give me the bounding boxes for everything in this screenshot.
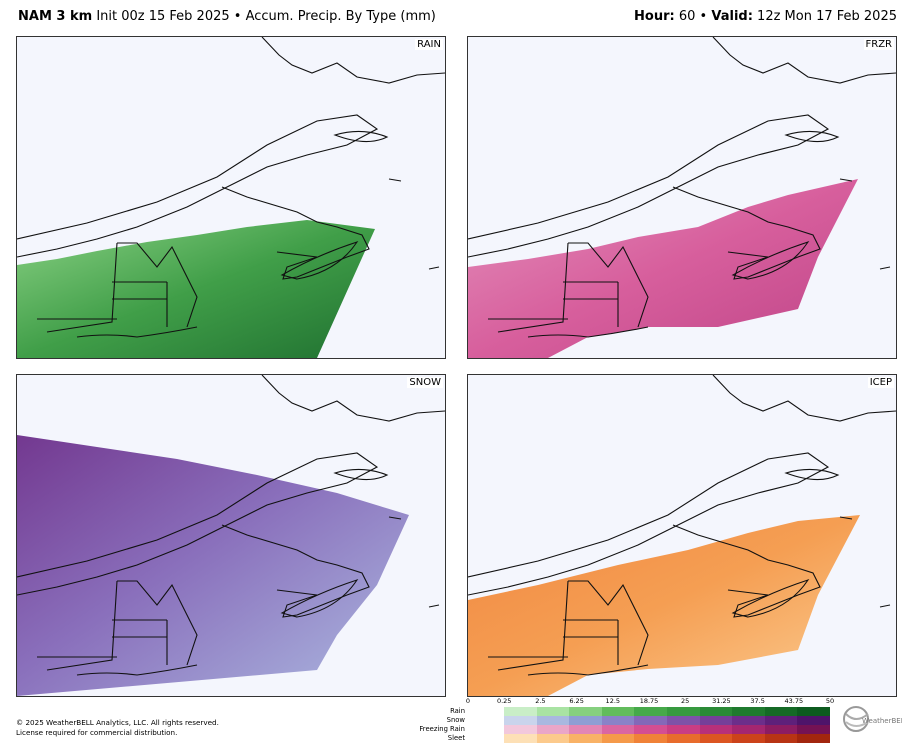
legend-tick: 0 — [465, 697, 471, 705]
legend-swatch — [569, 716, 602, 725]
legend-tick: 18.75 — [639, 697, 659, 705]
valid-time: Hour: 60 • Valid: 12z Mon 17 Feb 2025 — [634, 9, 897, 24]
legend-swatch — [732, 734, 765, 743]
snow-precip-area — [17, 435, 409, 696]
legend-swatch — [666, 734, 700, 743]
legend-swatch — [732, 716, 765, 725]
legend-swatch — [634, 734, 667, 743]
legend-swatch — [504, 716, 537, 725]
weatherbell-logo: WeatherBELL — [843, 706, 902, 732]
legend-swatch — [536, 707, 570, 716]
legend-color-strip — [504, 707, 830, 716]
legend-color-strip — [504, 716, 830, 725]
map-panel-rain: RAIN — [16, 36, 446, 359]
legend-swatch — [732, 725, 765, 734]
valid-label: Valid: — [711, 9, 753, 24]
rain-precip-area — [17, 220, 375, 358]
snow-map — [17, 375, 445, 696]
copyright-footer: © 2025 WeatherBELL Analytics, LLC. All r… — [16, 718, 219, 738]
rain-map — [17, 37, 445, 358]
legend-tick: 12.5 — [605, 697, 621, 705]
legend-tick: 37.5 — [750, 697, 765, 705]
legend-swatch — [699, 725, 733, 734]
map-panel-icep: ICEP — [467, 374, 897, 697]
legend-swatch — [634, 716, 667, 725]
legend-swatch — [797, 725, 830, 734]
legend-swatch — [536, 716, 570, 725]
legend-color-strip — [504, 734, 830, 743]
hour-label: Hour: — [634, 9, 675, 24]
legend-swatch — [764, 734, 798, 743]
panel-label-rain: RAIN — [415, 39, 443, 50]
license-text: License required for commercial distribu… — [16, 728, 178, 737]
model-name: NAM 3 km — [18, 9, 93, 24]
legend-swatch — [504, 707, 537, 716]
legend-swatch — [797, 716, 830, 725]
panel-label-snow: SNOW — [407, 377, 443, 388]
precip-legend: 0 0.25 2.5 6.25 12.5 18.75 25 31.25 37.5 43.75 50 … — [400, 697, 840, 747]
legend-swatch — [569, 707, 602, 716]
legend-row-label: Sleet — [447, 733, 465, 742]
legend-swatch — [764, 707, 798, 716]
icep-precip-area — [468, 515, 860, 696]
legend-swatch — [601, 716, 635, 725]
legend-tick: 25 — [681, 697, 690, 705]
hour-value: 60 — [678, 9, 696, 24]
run-info: Init 00z 15 Feb 2025 • Accum. Precip. By… — [96, 9, 436, 24]
legend-swatch — [666, 707, 700, 716]
legend-swatch — [732, 707, 765, 716]
panel-label-frzr: FRZR — [863, 39, 894, 50]
frzr-map — [468, 37, 896, 358]
valid-value: 12z Mon 17 Feb 2025 — [757, 9, 897, 24]
legend-swatch — [601, 725, 635, 734]
copyright-text: © 2025 WeatherBELL Analytics, LLC. All r… — [16, 718, 219, 727]
icep-map — [468, 375, 896, 696]
legend-tick: 43.75 — [784, 697, 804, 705]
legend-swatch — [504, 734, 537, 743]
legend-tick: 6.25 — [569, 697, 584, 705]
legend-swatch — [666, 725, 700, 734]
legend-swatch — [634, 725, 667, 734]
legend-color-strip — [504, 725, 830, 734]
legend-swatch — [764, 716, 798, 725]
legend-row-label: Snow — [446, 715, 465, 724]
legend-tick: 31.25 — [712, 697, 731, 705]
legend-swatch — [569, 734, 602, 743]
legend-swatch — [699, 707, 733, 716]
legend-swatch — [699, 716, 733, 725]
map-panel-frzr: FRZR — [467, 36, 897, 359]
legend-swatch — [536, 725, 570, 734]
legend-tick: 50 — [825, 697, 835, 705]
frzr-precip-area — [468, 179, 858, 358]
map-panel-snow: SNOW — [16, 374, 446, 697]
legend-swatch — [504, 725, 537, 734]
legend-swatch — [764, 725, 798, 734]
legend-swatch — [601, 707, 635, 716]
legend-row-label: Rain — [450, 706, 465, 715]
legend-swatch — [699, 734, 733, 743]
map-title: NAM 3 km Init 00z 15 Feb 2025 • Accum. P… — [18, 9, 436, 24]
legend-swatch — [569, 725, 602, 734]
legend-tick: 2.5 — [535, 697, 546, 705]
legend-swatch — [536, 734, 570, 743]
legend-swatch — [797, 707, 830, 716]
legend-swatch — [797, 734, 830, 743]
legend-swatch — [634, 707, 667, 716]
panel-label-icep: ICEP — [867, 377, 894, 388]
legend-swatch — [666, 716, 700, 725]
legend-swatch — [601, 734, 635, 743]
legend-tick: 0.25 — [496, 697, 512, 705]
legend-row-label: Freezing Rain — [419, 724, 465, 733]
logo-text: WeatherBELL — [862, 717, 902, 725]
